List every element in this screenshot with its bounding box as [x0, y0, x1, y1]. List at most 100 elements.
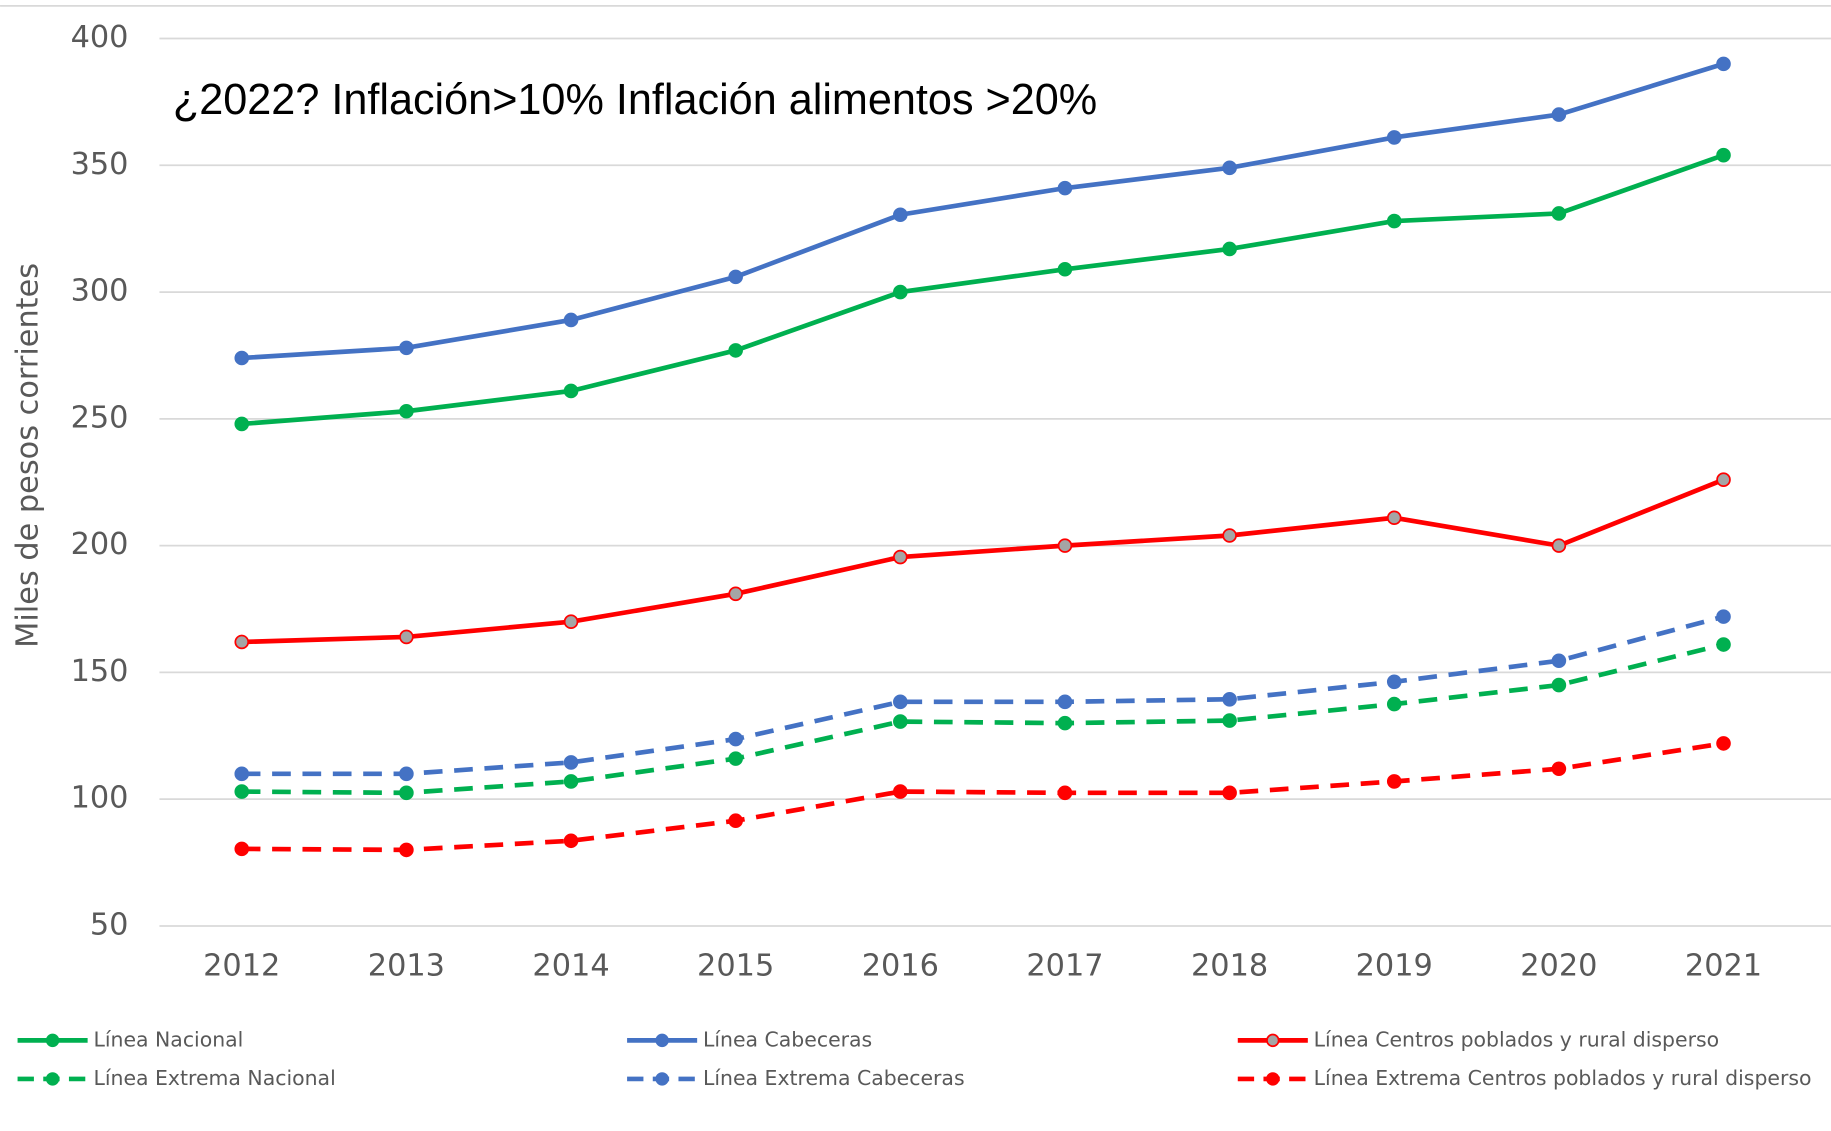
y-axis-label: Miles de pesos corrientes [11, 263, 46, 648]
data-point [1716, 147, 1731, 163]
data-point [234, 784, 250, 799]
data-point [728, 586, 743, 602]
data-point [1551, 107, 1567, 122]
data-point [234, 350, 250, 366]
annotation: ¿2022? Inflación>10% Inflación alimentos… [173, 76, 1097, 124]
x-tick-label: 2020 [1520, 948, 1597, 983]
data-point [1386, 674, 1402, 690]
data-point [563, 383, 579, 399]
data-point [1386, 213, 1402, 229]
data-point [563, 755, 579, 770]
data-point [1222, 691, 1237, 707]
data-point [399, 403, 414, 419]
series-line [241, 477, 1725, 645]
data-point [1551, 538, 1567, 553]
series-line [241, 614, 1725, 777]
legend-marker [1266, 1072, 1280, 1086]
legend-label: Línea Centros poblados y rural disperso [1314, 1027, 1719, 1051]
series-line [241, 642, 1725, 796]
data-point [1551, 761, 1567, 777]
data-point [563, 833, 579, 849]
y-tick-label: 200 [71, 527, 129, 562]
data-point [234, 634, 250, 650]
legend-label: Línea Extrema Nacional [93, 1066, 335, 1090]
data-point [234, 416, 250, 432]
data-point [1551, 677, 1567, 693]
data-point [1057, 785, 1073, 801]
legend-label: Línea Extrema Centros poblados y rural d… [1314, 1066, 1812, 1090]
data-point [1716, 56, 1731, 72]
data-point [728, 343, 743, 358]
y-tick-label: 400 [71, 20, 129, 55]
x-tick-label: 2019 [1356, 948, 1433, 983]
data-point [1222, 528, 1237, 543]
x-tick-label: 2012 [203, 948, 280, 983]
data-point [1057, 180, 1073, 196]
data-point [1057, 694, 1073, 710]
data-point [1222, 160, 1237, 176]
legend-marker [45, 1072, 60, 1086]
y-tick-label: 350 [71, 147, 129, 182]
series-line [241, 152, 1725, 427]
data-point [728, 751, 743, 766]
x-tick-label: 2013 [368, 948, 445, 983]
data-point [893, 207, 908, 223]
data-point [728, 731, 743, 747]
data-point [893, 784, 908, 799]
data-point [1222, 785, 1237, 801]
data-point [1222, 241, 1237, 257]
data-point [399, 785, 414, 801]
legend-label: Línea Cabeceras [703, 1027, 872, 1051]
data-point [563, 774, 579, 789]
data-point [1716, 736, 1731, 751]
data-point [234, 766, 250, 782]
data-point [1716, 609, 1731, 624]
data-point [1386, 696, 1402, 712]
data-point [1551, 653, 1567, 669]
x-tick-label: 2018 [1191, 948, 1268, 983]
x-tick-label: 2014 [532, 948, 609, 983]
data-point [893, 284, 908, 300]
legend-label: Línea Nacional [93, 1027, 243, 1051]
data-point [1551, 206, 1567, 221]
data-point [563, 614, 579, 629]
data-point [399, 629, 414, 645]
data-point [1057, 715, 1073, 731]
data-point [893, 714, 908, 729]
x-tick-label: 2017 [1026, 948, 1103, 983]
x-tick-label: 2015 [697, 948, 774, 983]
data-point [893, 549, 908, 565]
data-point [1386, 774, 1402, 789]
data-point [1716, 472, 1731, 488]
data-point [399, 842, 414, 858]
data-point [1057, 261, 1073, 277]
y-tick-label: 300 [71, 274, 129, 309]
series-line [241, 741, 1724, 853]
x-tick-label: 2016 [862, 948, 939, 983]
legend-marker [1266, 1033, 1280, 1048]
data-point [1386, 130, 1402, 145]
series-line [241, 61, 1725, 361]
data-point [399, 340, 414, 356]
data-point [234, 841, 250, 857]
data-point [1716, 637, 1731, 652]
data-point [728, 269, 743, 285]
x-tick-label: 2021 [1685, 948, 1762, 983]
y-tick-label: 50 [90, 907, 129, 942]
legend-marker [45, 1033, 60, 1048]
y-tick-label: 250 [71, 400, 129, 435]
legend-marker [655, 1072, 669, 1086]
legend-label: Línea Extrema Cabeceras [703, 1066, 965, 1090]
legend-marker [655, 1033, 669, 1048]
data-point [728, 813, 743, 829]
data-point [1386, 510, 1402, 526]
y-tick-label: 100 [71, 781, 129, 816]
y-tick-label: 150 [71, 654, 129, 689]
data-point [1057, 538, 1073, 553]
data-point [563, 312, 579, 328]
data-point [399, 766, 414, 782]
data-point [893, 694, 908, 710]
data-point [1222, 713, 1237, 728]
